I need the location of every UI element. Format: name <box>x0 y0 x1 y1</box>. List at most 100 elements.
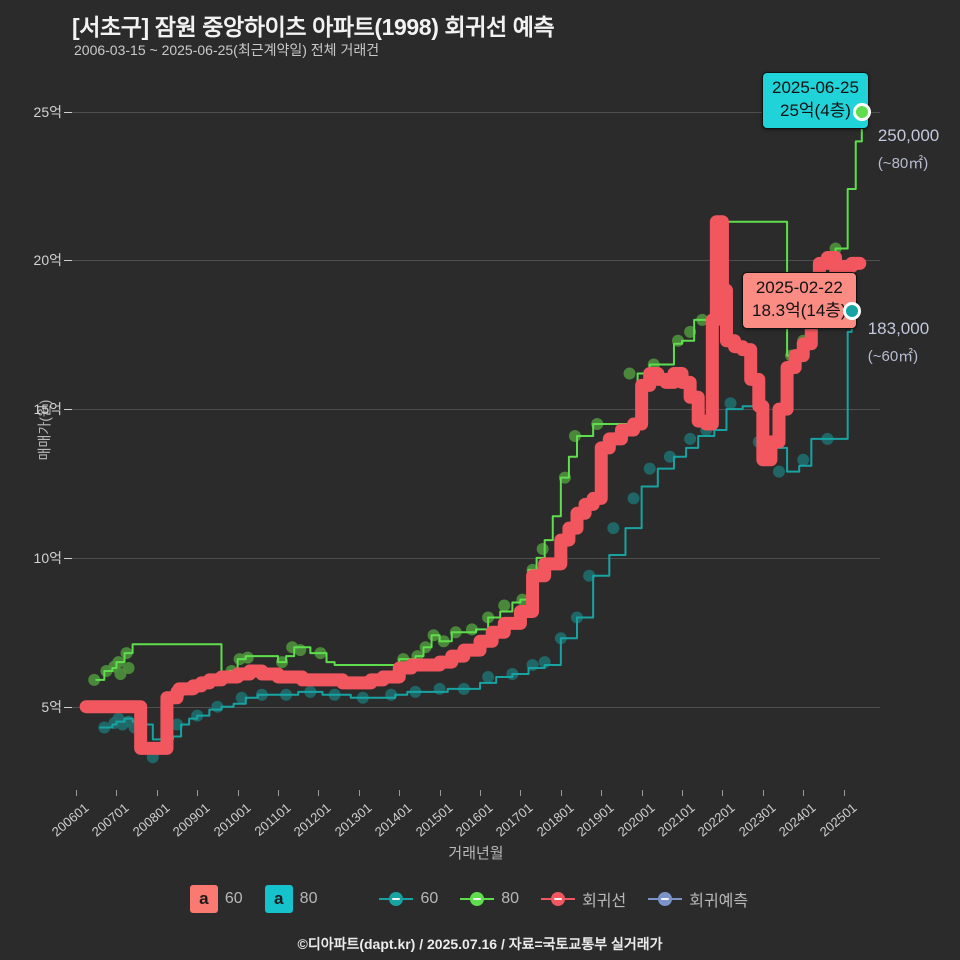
series-line <box>95 110 863 681</box>
scatter-point <box>241 651 254 664</box>
scatter-point <box>482 670 495 683</box>
scatter-point <box>797 453 810 466</box>
scatter-point <box>663 450 676 463</box>
legend-marker-item[interactable]: 회귀선 <box>541 887 626 911</box>
series-layer <box>79 105 868 764</box>
y-tick-mark <box>64 706 72 708</box>
legend-marker-dot <box>551 892 566 906</box>
scatter-point <box>88 673 101 686</box>
x-tick-label: 201201 <box>291 800 335 840</box>
x-tick-label: 201101 <box>251 800 294 839</box>
legend-swatch-item[interactable]: a 80 <box>264 885 317 913</box>
y-tick-label: 5억 <box>41 698 62 715</box>
annotation-price: 18.3억(14층) <box>752 300 847 320</box>
legend-swatch-box: a <box>264 885 293 913</box>
endpoint-label-peak-80: 250,000 (~80㎡) <box>878 126 939 173</box>
gridline <box>72 706 880 708</box>
y-tick-mark <box>64 557 72 559</box>
x-tick-label: 201901 <box>573 800 617 840</box>
scatter-group <box>98 304 858 764</box>
scatter-point <box>294 644 307 657</box>
legend-marker-icon <box>460 889 495 909</box>
y-tick-label: 15억 <box>33 401 62 418</box>
x-tick-mark <box>682 790 684 796</box>
x-tick-mark <box>560 790 562 796</box>
scatter-point <box>433 682 446 695</box>
x-tick-mark <box>480 790 482 796</box>
endpoint-area: (~60㎡) <box>867 347 919 365</box>
x-tick-mark <box>520 790 522 796</box>
legend-marker-item[interactable]: 60 <box>379 889 438 909</box>
scatter-point <box>627 492 640 505</box>
x-tick-mark <box>641 790 643 796</box>
legend-marker-dot <box>470 892 485 906</box>
x-tick-label: 201801 <box>533 800 577 840</box>
x-tick-mark <box>722 790 724 796</box>
x-tick-mark <box>76 790 78 796</box>
legend-swatch-box: a <box>189 885 218 913</box>
gridline <box>72 409 880 411</box>
annotation-tooltip-latest-60: 2025-02-22 18.3억(14층) <box>742 272 857 329</box>
x-axis-label: 거래년월 <box>448 845 504 862</box>
endpoint-value: 250,000 <box>877 125 940 145</box>
scatter-point <box>536 543 549 556</box>
scatter-point <box>498 599 511 612</box>
legend-marker-item[interactable]: 회귀예측 <box>648 887 748 911</box>
annotation-tooltip-peak-80: 2025-06-25 25억(4층) <box>762 72 869 129</box>
x-tick-mark <box>116 790 118 796</box>
y-tick-label: 10억 <box>33 549 62 566</box>
y-tick-label: 25억 <box>33 103 62 120</box>
endpoint-label-latest-60: 183,000 (~60㎡) <box>868 319 929 366</box>
scatter-point <box>583 569 596 582</box>
x-tick-label: 202301 <box>735 800 779 840</box>
legend-marker-dot <box>389 892 404 906</box>
scatter-point <box>623 367 636 380</box>
scatter-point <box>684 432 697 445</box>
scatter-point <box>724 397 737 410</box>
x-tick-mark <box>278 790 280 796</box>
x-tick-mark <box>156 790 158 796</box>
legend-marker-icon <box>648 889 683 909</box>
gridline <box>72 111 880 113</box>
annotation-price: 25억(4층) <box>780 100 851 120</box>
legend-marker-label: 60 <box>420 890 439 907</box>
x-tick-label: 201601 <box>452 800 496 840</box>
x-tick-mark <box>399 790 401 796</box>
legend-marker-label: 회귀예측 <box>689 893 749 910</box>
scatter-point <box>122 662 135 675</box>
x-tick-label: 200701 <box>89 800 133 840</box>
x-tick-mark <box>439 790 441 796</box>
endpoint-dot-peak-80 <box>852 102 871 121</box>
y-tick-mark <box>64 260 72 262</box>
annotation-date: 2025-02-22 <box>755 278 843 297</box>
x-tick-label: 200901 <box>169 800 213 840</box>
x-tick-mark <box>237 790 239 796</box>
plot-area: 매매가(원) 5억 10억 15억 20억 25억 200601 200701 200801… <box>34 70 939 862</box>
page-subtitle: 2006-03-15 ~ 2025-06-25(최근계약일) 전체 거래건 <box>74 42 380 58</box>
x-tick-label: 201301 <box>331 800 375 840</box>
gridline <box>72 557 880 559</box>
x-tick-label: 201401 <box>371 800 415 840</box>
x-tick-mark <box>318 790 320 796</box>
x-tick-label: 202101 <box>654 800 698 840</box>
x-tick-mark <box>762 790 764 796</box>
legend-swatch-label: 60 <box>224 890 243 907</box>
page-title: [서초구] 잠원 중앙하이츠 아파트(1998) 회귀선 예측 <box>72 14 555 40</box>
annotation-date: 2025-06-25 <box>772 78 859 97</box>
x-tick-label: 201001 <box>210 800 254 840</box>
y-tick-mark <box>64 409 72 411</box>
y-tick-mark <box>64 111 72 113</box>
x-tick-mark <box>843 790 845 796</box>
scatter-point <box>643 462 656 475</box>
series-line <box>99 309 853 741</box>
x-tick-label: 201501 <box>412 800 456 840</box>
x-tick-mark <box>197 790 199 796</box>
legend-swatch-item[interactable]: a 60 <box>189 885 243 913</box>
legend-marker-dot <box>658 892 673 906</box>
x-tick-label: 202201 <box>695 800 739 840</box>
scatter-point <box>171 718 184 731</box>
chart-legend: a 60 a 80 60 80 회귀선 회귀예측 <box>0 885 960 913</box>
legend-marker-icon <box>379 889 414 909</box>
legend-marker-item[interactable]: 80 <box>460 889 519 909</box>
